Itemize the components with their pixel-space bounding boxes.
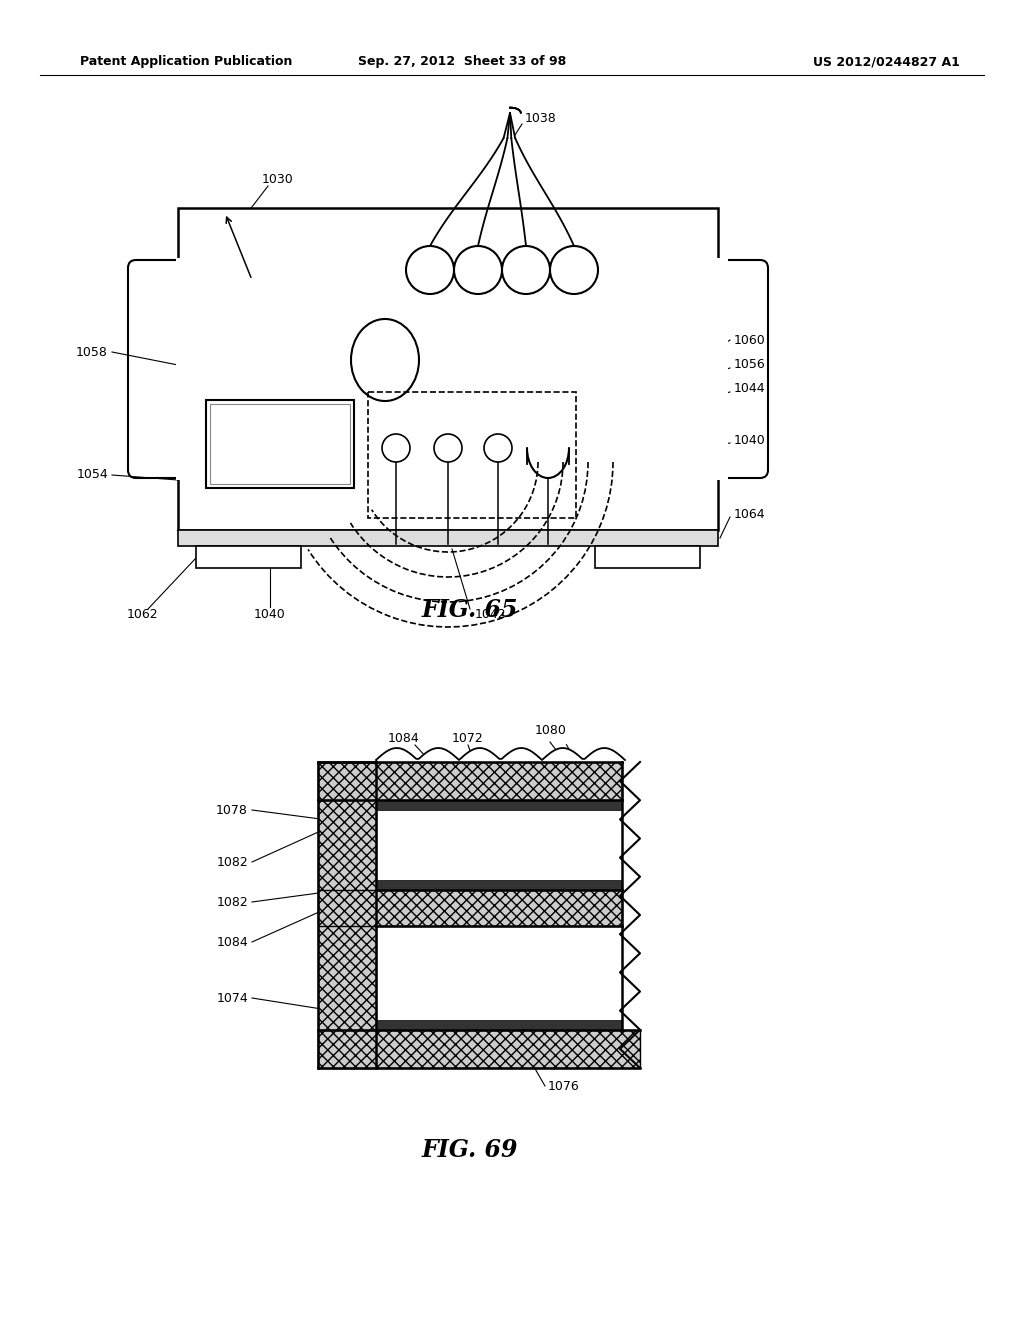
Bar (376, 1020, 622, 1030)
Text: Patent Application Publication: Patent Application Publication (80, 55, 293, 69)
Circle shape (550, 246, 598, 294)
Bar (368, 392, 575, 517)
Text: 1030: 1030 (262, 173, 294, 186)
Bar (210, 404, 350, 484)
Bar (376, 880, 622, 890)
Text: 1056: 1056 (734, 359, 766, 371)
Bar (178, 531, 718, 546)
Bar (206, 400, 354, 488)
Circle shape (502, 246, 550, 294)
Bar (376, 800, 622, 890)
Text: 1072: 1072 (452, 731, 483, 744)
Circle shape (434, 434, 462, 462)
Text: 1058: 1058 (76, 346, 108, 359)
Text: 1054: 1054 (76, 469, 108, 482)
Bar (376, 800, 622, 810)
Text: 1042: 1042 (474, 607, 506, 620)
Circle shape (382, 434, 410, 462)
Bar (318, 762, 376, 1068)
Text: 1076: 1076 (548, 1080, 580, 1093)
Bar (318, 890, 622, 927)
FancyBboxPatch shape (702, 260, 768, 478)
Bar (318, 1030, 640, 1068)
Text: FIG. 65: FIG. 65 (422, 598, 518, 622)
Text: 1084: 1084 (216, 936, 248, 949)
Text: US 2012/0244827 A1: US 2012/0244827 A1 (813, 55, 961, 69)
Text: 1080: 1080 (535, 723, 567, 737)
Text: 1074: 1074 (216, 991, 248, 1005)
Text: 1084: 1084 (388, 731, 420, 744)
Text: Sep. 27, 2012  Sheet 33 of 98: Sep. 27, 2012 Sheet 33 of 98 (357, 55, 566, 69)
Text: 1044: 1044 (734, 381, 766, 395)
Text: 1040: 1040 (734, 433, 766, 446)
Text: 1082: 1082 (216, 855, 248, 869)
Bar (376, 927, 622, 1030)
Circle shape (454, 246, 502, 294)
Text: 1078: 1078 (216, 804, 248, 817)
Text: FIG. 69: FIG. 69 (422, 1138, 518, 1162)
Bar (713, 257, 728, 480)
Bar (595, 546, 700, 568)
Text: 1060: 1060 (734, 334, 766, 346)
Bar (178, 209, 718, 531)
Circle shape (484, 434, 512, 462)
Text: 1082: 1082 (216, 895, 248, 908)
Text: 1064: 1064 (734, 507, 766, 520)
Text: 1062: 1062 (126, 607, 158, 620)
Bar (318, 762, 622, 800)
Circle shape (406, 246, 454, 294)
FancyBboxPatch shape (128, 260, 194, 478)
Bar (176, 257, 191, 480)
Text: 1040: 1040 (254, 607, 286, 620)
Bar (196, 546, 301, 568)
Ellipse shape (351, 319, 419, 401)
Text: 1038: 1038 (525, 111, 557, 124)
